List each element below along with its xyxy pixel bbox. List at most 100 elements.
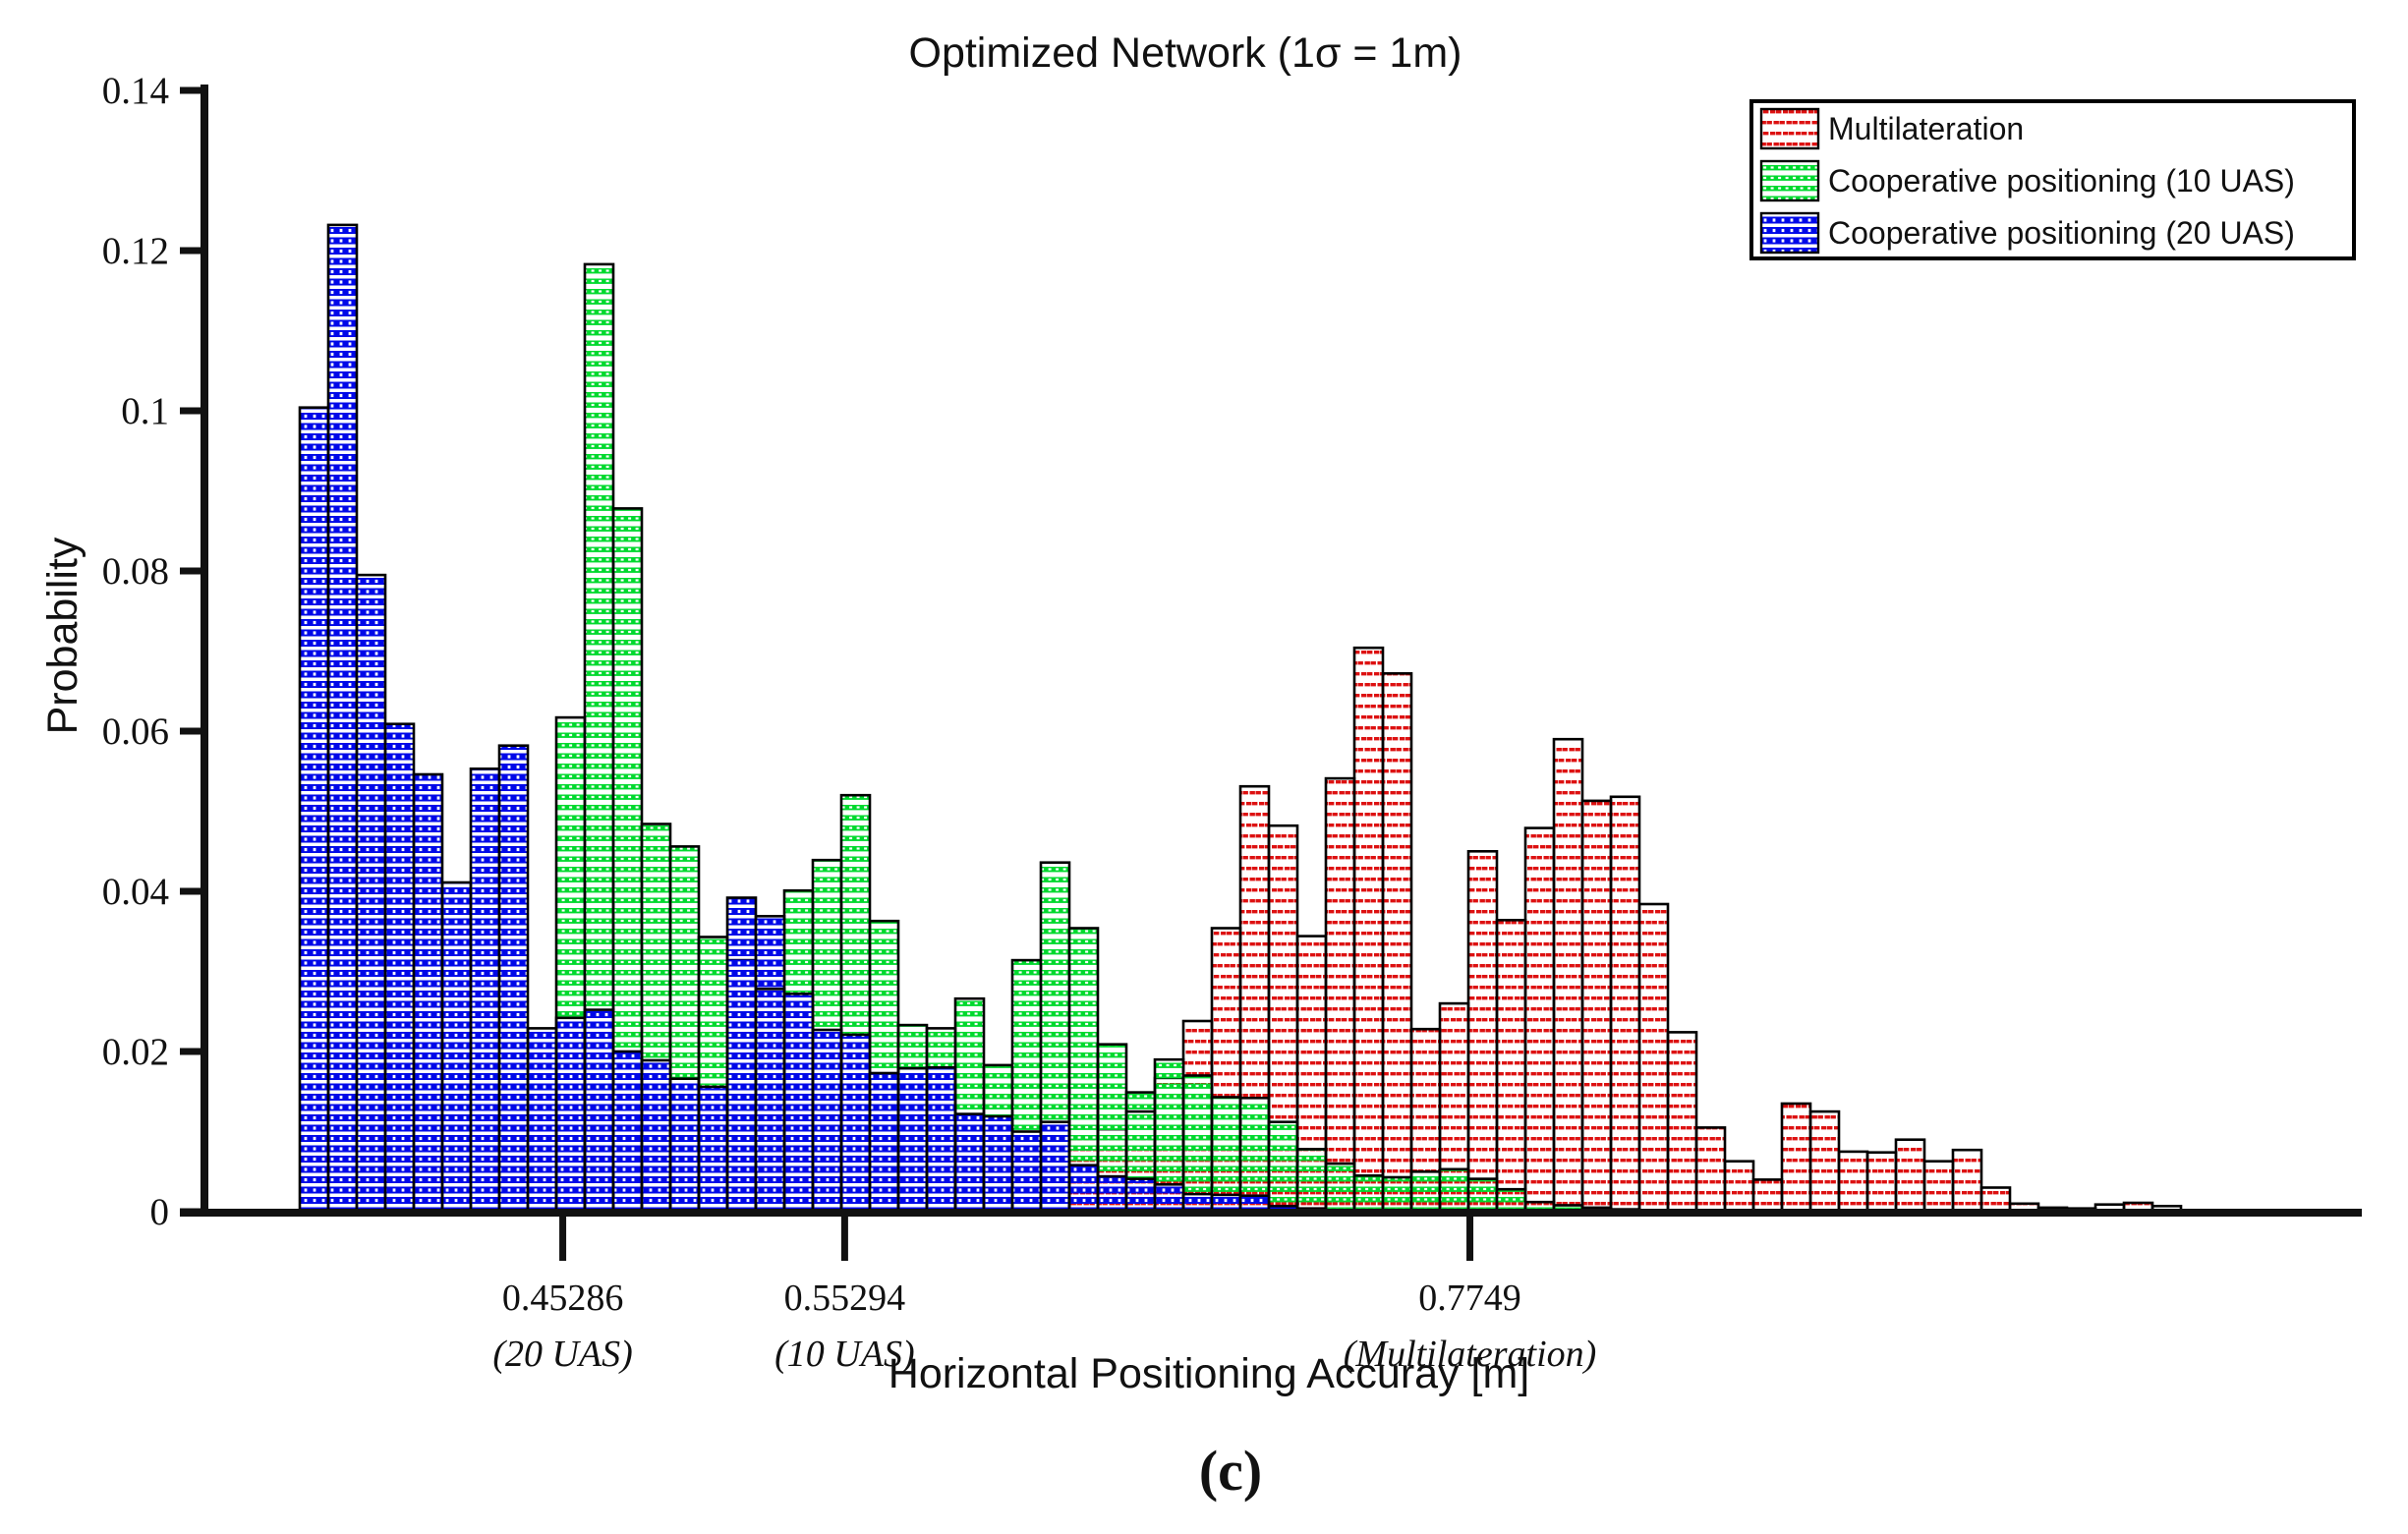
histogram-bar xyxy=(298,406,330,1214)
y-tick-mark xyxy=(180,1048,204,1055)
y-tick-mark xyxy=(180,247,204,255)
annotation-note: (10 UAS) xyxy=(774,1334,914,1375)
annotation-note: (20 UAS) xyxy=(492,1334,632,1375)
y-tick-label: 0.1 xyxy=(121,390,169,432)
y-tick-label: 0.12 xyxy=(102,230,169,272)
histogram-bar xyxy=(1723,1160,1755,1214)
series-coop20-bars xyxy=(298,223,1356,1214)
histogram-bar xyxy=(1010,1130,1043,1214)
x-axis-label: Horizontal Positioning Accuray [m] xyxy=(889,1350,1529,1397)
histogram-bar xyxy=(839,1033,872,1214)
histogram-bar xyxy=(1153,1183,1185,1214)
histogram-bar xyxy=(1922,1160,1955,1214)
histogram-bar xyxy=(412,772,444,1214)
y-tick-mark xyxy=(180,407,204,415)
histogram-bar xyxy=(1495,1187,1527,1214)
histogram-bar xyxy=(1523,826,1556,1214)
histogram-bar xyxy=(1267,1120,1299,1214)
histogram-bar xyxy=(868,1071,900,1214)
histogram-bar xyxy=(1295,1148,1328,1214)
annotation-tick xyxy=(840,1216,848,1261)
x-axis-line xyxy=(180,1209,2362,1217)
y-tick-label: 0 xyxy=(150,1191,170,1233)
histogram-bar xyxy=(1609,795,1641,1214)
histogram-bar xyxy=(1837,1150,1869,1214)
histogram-bar xyxy=(1751,1178,1784,1214)
histogram-bar xyxy=(1238,1097,1271,1214)
annotation-tick xyxy=(1466,1216,1474,1261)
histogram-bar xyxy=(1637,902,1670,1214)
histogram-bar xyxy=(1067,1164,1100,1214)
annotation-value: 0.45286 xyxy=(502,1278,624,1319)
histogram-bar xyxy=(725,896,758,1214)
y-axis-label: Probability xyxy=(39,537,86,734)
histogram-bar xyxy=(1438,1167,1470,1214)
histogram-bar xyxy=(611,1050,644,1214)
y-tick-mark xyxy=(180,86,204,94)
legend-swatch-green xyxy=(1759,159,1820,202)
legend-label: Cooperative positioning (20 UAS) xyxy=(1828,215,2295,251)
histogram-bar xyxy=(925,1066,957,1214)
histogram-bar xyxy=(1181,1074,1214,1214)
histogram-bar xyxy=(383,722,416,1214)
y-tick-mark xyxy=(180,567,204,575)
legend: Multilateration Cooperative positioning (… xyxy=(1749,99,2356,260)
y-tick-mark xyxy=(180,1208,204,1216)
histogram-bar xyxy=(1894,1138,1926,1214)
histogram-bar xyxy=(1124,1177,1157,1214)
histogram-bar xyxy=(896,1066,929,1214)
histogram-bar xyxy=(1808,1109,1841,1214)
legend-swatch-blue xyxy=(1759,211,1820,255)
annotation-tick xyxy=(559,1216,567,1261)
y-axis-line xyxy=(201,85,208,1217)
histogram-bar xyxy=(326,223,359,1214)
annotation-value: 0.55294 xyxy=(784,1278,906,1319)
y-tick-label: 0.14 xyxy=(102,70,169,112)
histogram-bar xyxy=(1951,1148,1983,1214)
histogram-bar xyxy=(1666,1031,1698,1214)
y-tick-label: 0.06 xyxy=(102,710,169,753)
histogram-bar xyxy=(668,1077,701,1214)
legend-swatch-red xyxy=(1759,107,1820,150)
subfigure-caption: (c) xyxy=(1199,1439,1262,1503)
chart-title: Optimized Network (1σ = 1m) xyxy=(909,29,1462,77)
histogram-bar xyxy=(697,1085,729,1214)
histogram-bar xyxy=(1096,1174,1128,1214)
histogram-bar xyxy=(1352,1174,1385,1214)
histogram-bar xyxy=(1466,849,1499,1214)
histogram-bar xyxy=(583,1008,615,1214)
histogram-bar xyxy=(1039,1120,1071,1214)
axes xyxy=(180,85,2362,1217)
histogram-bar xyxy=(1865,1151,1898,1214)
histogram-bar xyxy=(1979,1186,2012,1214)
y-tick-mark xyxy=(180,887,204,895)
histogram-bar xyxy=(440,881,473,1214)
y-tick-mark xyxy=(180,727,204,735)
legend-box xyxy=(1749,99,2356,260)
histogram-bar xyxy=(1466,1177,1499,1214)
mean-annotations: 0.45286 (20 UAS) 0.55294 (10 UAS) 0.7749 (Mul… xyxy=(492,1216,1596,1375)
legend-label: Multilateration xyxy=(1828,111,2024,146)
histogram-bar xyxy=(1324,1162,1356,1214)
histogram-bar xyxy=(754,914,786,1214)
histogram-bar xyxy=(497,744,530,1214)
histogram-bar xyxy=(1352,646,1385,1214)
histogram-bar xyxy=(1324,776,1356,1214)
legend-label: Cooperative positioning (10 UAS) xyxy=(1828,163,2295,199)
histogram-bar xyxy=(1495,918,1527,1214)
histogram-bar xyxy=(526,1027,558,1214)
histogram-bar xyxy=(1409,1170,1442,1214)
histogram-bar xyxy=(1580,799,1613,1214)
annotation-note: (Multilateration) xyxy=(1344,1334,1597,1375)
histogram-bar xyxy=(355,573,387,1214)
y-tick-label: 0.02 xyxy=(102,1031,169,1073)
histogram-bar xyxy=(640,1058,672,1214)
histogram-bar xyxy=(1381,1175,1413,1214)
y-tick-label: 0.08 xyxy=(102,550,169,593)
histogram-bar xyxy=(554,1016,587,1214)
histogram-bar xyxy=(1694,1126,1727,1214)
y-ticks: 0 0.02 0.04 0.06 0.08 0.1 0.12 0.14 xyxy=(102,70,204,1233)
histogram-bar xyxy=(811,1028,843,1214)
